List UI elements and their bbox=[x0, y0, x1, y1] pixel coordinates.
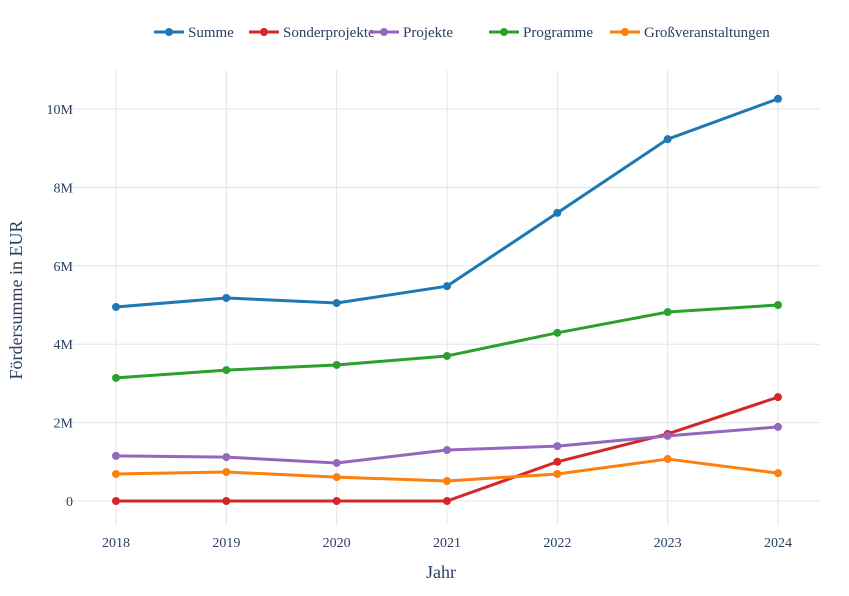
legend-marker bbox=[621, 28, 629, 36]
data-point bbox=[443, 282, 451, 291]
legend-item[interactable]: Sonderprojekte bbox=[249, 25, 375, 41]
data-point bbox=[112, 497, 120, 505]
legend-item[interactable]: Großveranstaltungen bbox=[610, 25, 770, 41]
data-point bbox=[332, 473, 341, 482]
data-point bbox=[553, 469, 562, 478]
y-tick-label: 6M bbox=[54, 260, 74, 275]
data-point bbox=[774, 422, 782, 431]
y-tick-label: 0 bbox=[66, 495, 73, 510]
data-point bbox=[553, 208, 562, 217]
legend-marker bbox=[165, 28, 173, 36]
y-axis-label: Fördersumme in EUR bbox=[6, 221, 26, 380]
data-point bbox=[222, 293, 231, 302]
x-tick-label: 2020 bbox=[323, 536, 351, 551]
legend-label: Programme bbox=[523, 25, 593, 41]
data-point bbox=[222, 453, 231, 462]
axis-ticks: 2018 2019 2020 2021 2022 2023 2024 0 2M 4M 6M 8M 10M bbox=[47, 103, 792, 551]
data-point bbox=[443, 351, 451, 360]
x-tick-label: 2022 bbox=[543, 536, 571, 551]
data-point bbox=[553, 457, 562, 466]
x-tick-label: 2018 bbox=[102, 536, 130, 551]
legend-label: Projekte bbox=[403, 25, 453, 41]
gridlines bbox=[62, 70, 820, 525]
y-tick-label: 2M bbox=[54, 417, 74, 432]
data-point bbox=[332, 360, 341, 369]
legend-label: Sonderprojekte bbox=[283, 25, 375, 41]
data-point bbox=[553, 328, 562, 337]
data-point bbox=[774, 301, 782, 309]
y-tick-label: 10M bbox=[47, 103, 74, 118]
data-point bbox=[222, 467, 231, 476]
x-tick-label: 2023 bbox=[654, 536, 682, 551]
data-point bbox=[112, 373, 120, 382]
data-point bbox=[112, 451, 120, 460]
legend-item[interactable]: Programme bbox=[489, 25, 593, 41]
data-point bbox=[774, 393, 782, 402]
data-point bbox=[443, 446, 451, 455]
x-tick-label: 2021 bbox=[433, 536, 461, 551]
legend-marker bbox=[260, 28, 268, 36]
series-lines bbox=[112, 94, 782, 505]
data-point bbox=[663, 308, 672, 317]
data-point bbox=[663, 135, 672, 144]
data-point bbox=[332, 458, 341, 467]
legend-label: Großveranstaltungen bbox=[644, 25, 770, 41]
legend-label: Summe bbox=[188, 25, 234, 41]
data-point bbox=[774, 469, 782, 478]
data-point bbox=[112, 302, 120, 311]
legend-item[interactable]: Summe bbox=[154, 25, 234, 41]
legend-marker bbox=[500, 28, 508, 36]
x-axis-label: Jahr bbox=[426, 562, 456, 582]
y-tick-label: 4M bbox=[54, 338, 74, 353]
data-point bbox=[443, 477, 451, 486]
x-tick-label: 2019 bbox=[212, 536, 240, 551]
data-point bbox=[553, 442, 562, 451]
data-point bbox=[443, 497, 451, 505]
legend-item[interactable]: Projekte bbox=[369, 25, 453, 41]
data-point bbox=[222, 366, 231, 375]
x-tick-label: 2024 bbox=[764, 536, 792, 551]
data-point bbox=[663, 455, 672, 464]
data-point bbox=[332, 497, 341, 505]
data-point bbox=[332, 299, 341, 308]
legend-marker bbox=[380, 28, 388, 36]
y-tick-label: 8M bbox=[54, 181, 74, 196]
data-point bbox=[112, 469, 120, 478]
data-point bbox=[774, 94, 782, 103]
data-point bbox=[222, 497, 231, 505]
data-point bbox=[663, 431, 672, 440]
legend[interactable]: Summe Sonderprojekte Projekte Programme Groß… bbox=[154, 25, 770, 41]
